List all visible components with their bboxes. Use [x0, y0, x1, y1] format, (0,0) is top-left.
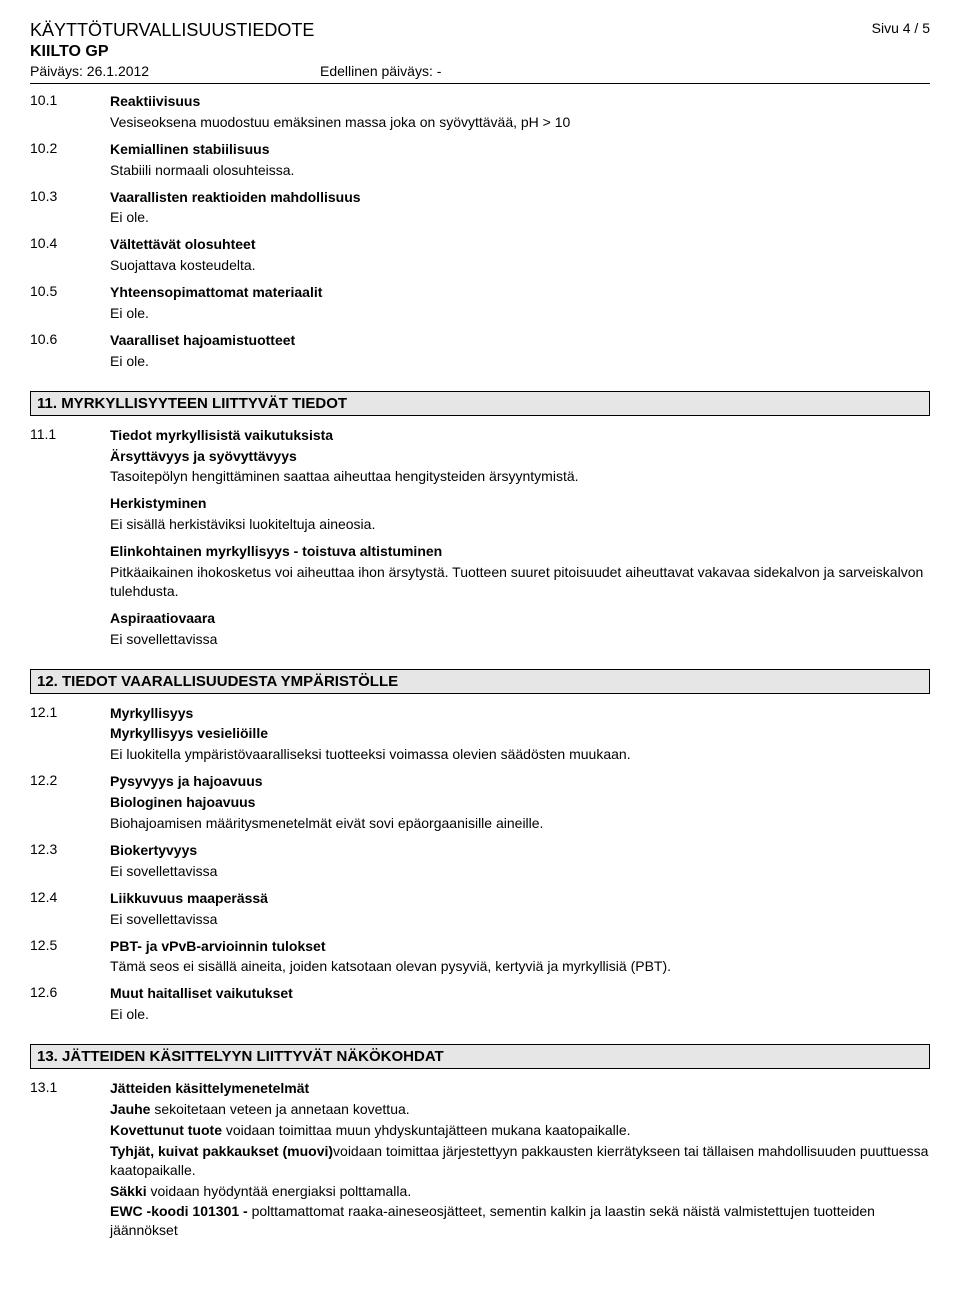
item-title: Yhteensopimattomat materiaalit [110, 283, 930, 302]
subheading: Myrkyllisyys vesieliöille [110, 724, 930, 743]
body-text: Ei ole. [110, 304, 930, 323]
section-12-heading: 12. TIEDOT VAARALLISUUDESTA YMPÄRISTÖLLE [30, 669, 930, 694]
item-title: Muut haitalliset vaikutukset [110, 984, 930, 1003]
body-text: EWC -koodi 101301 - polttamattomat raaka… [110, 1202, 930, 1240]
body-text: Säkki voidaan hyödyntää energiaksi poltt… [110, 1182, 930, 1201]
body-text: Tyhjät, kuivat pakkaukset (muovi)voidaan… [110, 1142, 930, 1180]
item-number: 13.1 [30, 1079, 110, 1242]
page-number: Sivu 4 / 5 [872, 20, 930, 36]
body-text: Ei luokitella ympäristövaaralliseksi tuo… [110, 745, 930, 764]
body-text: Tämä seos ei sisällä aineita, joiden kat… [110, 957, 930, 976]
item-number: 10.2 [30, 140, 110, 182]
body-text: Tasoitepölyn hengittäminen saattaa aiheu… [110, 467, 930, 486]
item-number: 10.5 [30, 283, 110, 325]
item-title: Myrkyllisyys [110, 704, 930, 723]
body-text: Ei sovellettavissa [110, 862, 930, 881]
item-number: 11.1 [30, 426, 110, 651]
item-number: 12.5 [30, 937, 110, 979]
body-text: Ei ole. [110, 1005, 930, 1024]
subheading: Aspiraatiovaara [110, 609, 930, 628]
item-title: Vältettävät olosuhteet [110, 235, 930, 254]
item-title: PBT- ja vPvB-arvioinnin tulokset [110, 937, 930, 956]
item-title: Kemiallinen stabiilisuus [110, 140, 930, 159]
body-text: Suojattava kosteudelta. [110, 256, 930, 275]
subheading: Herkistyminen [110, 494, 930, 513]
body-text: Ei ole. [110, 208, 930, 227]
body-text: Biohajoamisen määritysmenetelmät eivät s… [110, 814, 930, 833]
body-text: Stabiili normaali olosuhteissa. [110, 161, 930, 180]
item-title: Biokertyvyys [110, 841, 930, 860]
item-number: 12.4 [30, 889, 110, 931]
body-text: Ei sovellettavissa [110, 910, 930, 929]
body-text: Kovettunut tuote voidaan toimittaa muun … [110, 1121, 930, 1140]
item-title: Vaarallisten reaktioiden mahdollisuus [110, 188, 930, 207]
item-title: Vaaralliset hajoamistuotteet [110, 331, 930, 350]
subheading: Biologinen hajoavuus [110, 793, 930, 812]
item-number: 12.3 [30, 841, 110, 883]
product-name: KIILTO GP [30, 43, 314, 61]
item-number: 12.2 [30, 772, 110, 835]
item-number: 10.4 [30, 235, 110, 277]
body-text: Ei sovellettavissa [110, 630, 930, 649]
doc-title: KÄYTTÖTURVALLISUUSTIEDOTE [30, 20, 314, 41]
header-divider [30, 83, 930, 84]
body-text: Ei ole. [110, 352, 930, 371]
body-text: Ei sisällä herkistäviksi luokiteltuja ai… [110, 515, 930, 534]
item-number: 12.1 [30, 704, 110, 767]
body-text: Vesiseoksena muodostuu emäksinen massa j… [110, 113, 930, 132]
subheading: Elinkohtainen myrkyllisyys - toistuva al… [110, 542, 930, 561]
date-current: Päiväys: 26.1.2012 [30, 63, 320, 79]
item-title: Pysyvyys ja hajoavuus [110, 772, 930, 791]
item-number: 10.6 [30, 331, 110, 373]
item-title: Jätteiden käsittelymenetelmät [110, 1079, 930, 1098]
body-text: Jauhe sekoitetaan veteen ja annetaan kov… [110, 1100, 930, 1119]
subheading: Ärsyttävyys ja syövyttävyys [110, 447, 930, 466]
item-number: 10.1 [30, 92, 110, 134]
date-previous: Edellinen päiväys: - [320, 63, 441, 79]
item-number: 10.3 [30, 188, 110, 230]
item-title: Tiedot myrkyllisistä vaikutuksista [110, 426, 930, 445]
section-13-heading: 13. JÄTTEIDEN KÄSITTELYYN LIITTYVÄT NÄKÖ… [30, 1044, 930, 1069]
section-11-heading: 11. MYRKYLLISYYTEEN LIITTYVÄT TIEDOT [30, 391, 930, 416]
item-number: 12.6 [30, 984, 110, 1026]
body-text: Pitkäaikainen ihokosketus voi aiheuttaa … [110, 563, 930, 601]
item-title: Reaktiivisuus [110, 92, 930, 111]
item-title: Liikkuvuus maaperässä [110, 889, 930, 908]
